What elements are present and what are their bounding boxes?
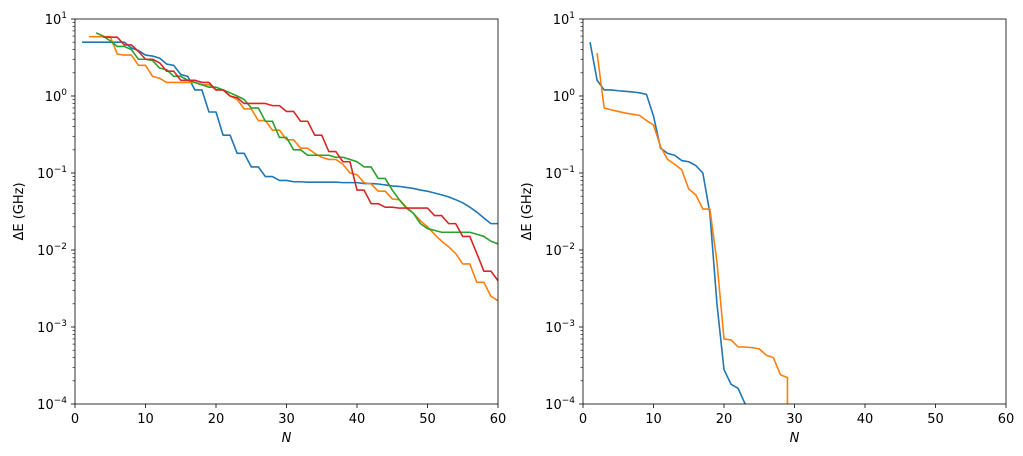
- series-group: [82, 32, 498, 302]
- y-axis-label: ΔE (GHz): [12, 182, 27, 240]
- series-line-4: [103, 36, 498, 282]
- y-axis-label: ΔE (GHz): [520, 182, 535, 240]
- y-tick-label: 10−4: [37, 396, 67, 413]
- series-line-1: [589, 42, 746, 404]
- y-tick-label: 10−4: [545, 396, 575, 413]
- y-tick-label: 100: [45, 88, 68, 105]
- y-tick-label: 10−3: [37, 319, 67, 336]
- y-tick-label: 101: [45, 11, 67, 28]
- y-tick-label: 101: [553, 11, 575, 28]
- y-tick-label: 100: [553, 88, 576, 105]
- y-tick-label: 10−3: [545, 319, 575, 336]
- x-tick-label: 20: [208, 412, 225, 427]
- x-tick-label: 0: [579, 412, 587, 427]
- x-tick-label: 30: [786, 412, 803, 427]
- x-tick-label: 50: [927, 412, 944, 427]
- x-tick-label: 30: [278, 412, 295, 427]
- x-tick-label: 10: [137, 412, 154, 427]
- x-tick-label: 10: [645, 412, 662, 427]
- right-chart-panel: 0 10 20 30 40 50 60 10−4 10−3 10−2 10−1 100 101 N ΔE (…: [520, 11, 1014, 446]
- x-tick-label: 60: [998, 412, 1015, 427]
- series-line-2: [596, 53, 789, 404]
- series-group: [589, 42, 789, 404]
- y-tick-label: 10−1: [37, 165, 67, 182]
- x-tick-label: 0: [71, 412, 79, 427]
- x-tick-label: 40: [857, 412, 874, 427]
- series-line-3: [95, 32, 498, 245]
- x-tick-label: 20: [716, 412, 733, 427]
- x-tick-label: 50: [419, 412, 436, 427]
- x-axis-label: N: [790, 431, 800, 446]
- y-tick-label: 10−1: [545, 165, 575, 182]
- series-line-1: [82, 41, 498, 225]
- y-tick-label: 10−2: [37, 242, 67, 259]
- y-tick-label: 10−2: [545, 242, 575, 259]
- left-chart-panel: 0 10 20 30 40 50 60 10−4 10−3 10−2 10−1 100 101 N ΔE (…: [12, 11, 506, 446]
- x-tick-label: 60: [490, 412, 507, 427]
- series-line-2: [89, 35, 498, 302]
- x-tick-label: 40: [349, 412, 366, 427]
- x-axis-label: N: [282, 431, 292, 446]
